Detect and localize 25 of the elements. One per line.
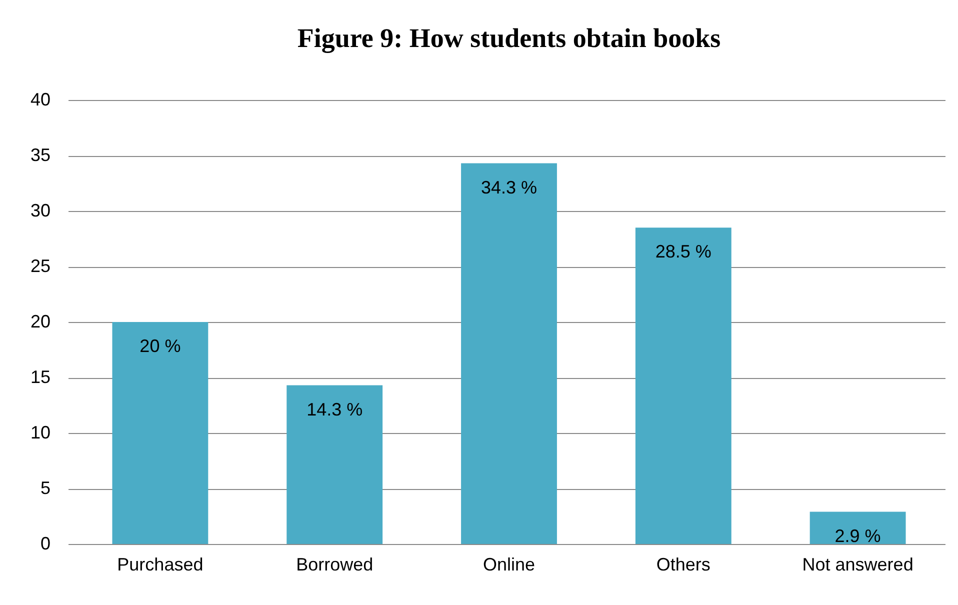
data-label: 34.3 % [480, 177, 538, 198]
bar [635, 228, 732, 544]
data-label: 2.9 % [834, 526, 881, 546]
bar [286, 385, 383, 544]
y-tick-label: 25 [30, 256, 50, 276]
data-label: 28.5 % [655, 242, 712, 262]
bar [112, 322, 208, 544]
x-tick-label: Online [482, 554, 536, 574]
y-tick-label: 20 [30, 312, 50, 332]
data-label: 14.3 % [306, 399, 363, 420]
x-tick-label: Purchased [117, 554, 204, 574]
chart-title: Figure 9: How students obtain books [297, 23, 721, 53]
y-tick-label: 15 [30, 367, 50, 387]
x-tick-label: Borrowed [296, 554, 374, 574]
y-tick-label: 35 [30, 145, 50, 165]
y-tick-label: 5 [40, 478, 50, 498]
y-tick-label: 30 [30, 200, 50, 220]
y-tick-label: 40 [30, 90, 50, 110]
x-tick-label: Not answered [802, 554, 914, 574]
y-tick-label: 10 [30, 422, 50, 442]
x-tick-label: Others [656, 554, 710, 574]
bar [810, 512, 906, 544]
bar [461, 163, 557, 544]
y-tick-label: 0 [40, 534, 50, 554]
data-label: 20 % [140, 336, 181, 356]
